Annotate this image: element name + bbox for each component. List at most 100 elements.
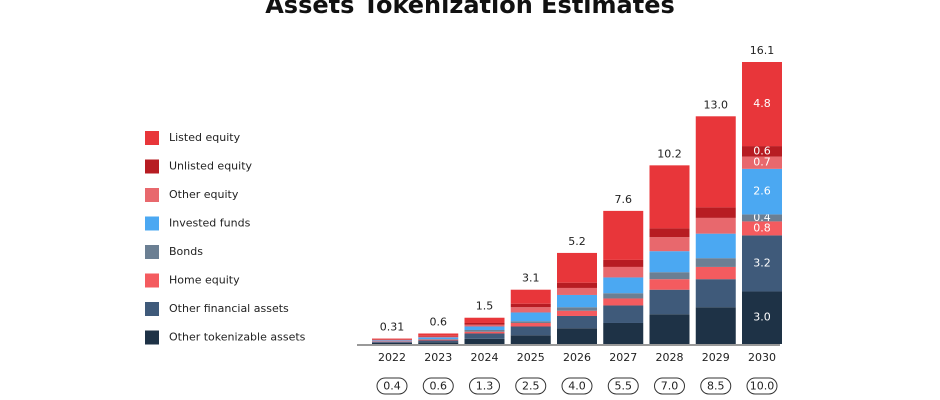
bar-segment bbox=[603, 210, 644, 260]
total-label: 7.6 bbox=[615, 193, 633, 206]
legend-swatch bbox=[145, 216, 159, 231]
bar-segment bbox=[464, 317, 505, 323]
bar-segment bbox=[742, 235, 782, 292]
total-label: 0.6 bbox=[430, 315, 448, 328]
bar-segment bbox=[557, 287, 597, 295]
secondary-label: 8.5 bbox=[707, 380, 725, 393]
x-tick-label: 2027 bbox=[609, 351, 637, 364]
legend-label: Other tokenizable assets bbox=[169, 331, 306, 344]
bar-segment bbox=[742, 221, 782, 236]
bar-segment bbox=[372, 342, 412, 343]
secondary-label: 5.5 bbox=[615, 380, 633, 393]
x-tick-label: 2024 bbox=[471, 351, 499, 364]
bar-segment bbox=[695, 233, 736, 259]
bar-segment bbox=[372, 340, 412, 342]
segment-label: 3.0 bbox=[753, 311, 771, 324]
legend-swatch bbox=[145, 159, 159, 174]
legend-swatch bbox=[145, 273, 159, 288]
secondary-label: 0.4 bbox=[383, 380, 401, 393]
bar-segment bbox=[418, 340, 459, 343]
secondary-label: 0.6 bbox=[430, 380, 448, 393]
pill bbox=[654, 377, 685, 395]
legend-swatch bbox=[145, 302, 159, 316]
bar-segment bbox=[603, 305, 644, 323]
total-label: 0.31 bbox=[380, 321, 405, 334]
bar-segment bbox=[695, 266, 736, 280]
bar-segment bbox=[464, 338, 505, 344]
pill bbox=[469, 377, 500, 395]
bar-segment bbox=[510, 335, 551, 344]
bar-segment bbox=[742, 291, 782, 344]
bar-segment bbox=[649, 251, 690, 273]
pill bbox=[607, 377, 639, 395]
legend-label: Listed equity bbox=[169, 131, 241, 144]
bar-segment bbox=[742, 62, 782, 147]
bar-segment bbox=[464, 322, 505, 325]
x-tick-label: 2023 bbox=[424, 351, 452, 364]
bar-segment bbox=[603, 293, 644, 299]
x-tick-label: 2028 bbox=[656, 351, 684, 364]
bar-segment bbox=[557, 315, 597, 329]
pill bbox=[746, 377, 778, 395]
bar-segment bbox=[557, 307, 597, 311]
pill bbox=[376, 377, 408, 395]
bar-segment bbox=[603, 322, 644, 344]
bar-segment bbox=[557, 310, 597, 316]
legend-swatch bbox=[145, 188, 159, 202]
bar-segment bbox=[649, 237, 690, 252]
x-tick-label: 2026 bbox=[563, 351, 591, 364]
bar-segment bbox=[418, 333, 459, 336]
bar-segment bbox=[557, 252, 597, 283]
bar-segment bbox=[464, 326, 505, 330]
bar-segment bbox=[603, 277, 644, 294]
bar-segment bbox=[695, 279, 736, 308]
legend-swatch bbox=[145, 131, 159, 145]
bar-segment bbox=[695, 258, 736, 267]
segment-label: 0.6 bbox=[753, 144, 771, 157]
bar-segment bbox=[649, 272, 690, 280]
bar-segment bbox=[510, 303, 551, 308]
bar-segment bbox=[695, 217, 736, 234]
bar-segment bbox=[603, 298, 644, 306]
bar-segment bbox=[510, 307, 551, 313]
bar-segment bbox=[418, 339, 459, 341]
segment-label: 0.7 bbox=[753, 156, 771, 169]
bar-segment bbox=[649, 279, 690, 290]
bar-segment bbox=[372, 338, 412, 340]
bar-segment bbox=[510, 321, 551, 323]
bar-segment bbox=[742, 214, 782, 222]
total-label: 3.1 bbox=[522, 272, 540, 285]
bar-segment bbox=[418, 335, 459, 337]
x-tick-label: 2030 bbox=[748, 351, 776, 364]
total-label: 13.0 bbox=[704, 98, 729, 111]
total-label: 5.2 bbox=[568, 235, 586, 248]
bar-segment bbox=[464, 329, 505, 332]
chart-title: Assets Tokenization Estimates bbox=[265, 0, 675, 19]
legend-swatch bbox=[145, 245, 159, 259]
bar-segment bbox=[695, 116, 736, 208]
bar-segment bbox=[742, 168, 782, 215]
segment-label: 0.8 bbox=[753, 221, 771, 234]
bar-segment bbox=[603, 266, 644, 278]
bar-segment bbox=[557, 282, 597, 288]
bar-segment bbox=[372, 342, 412, 344]
bar-segment bbox=[464, 324, 505, 327]
pill bbox=[700, 377, 732, 395]
bar-segment bbox=[464, 331, 505, 334]
bar-segment bbox=[557, 294, 597, 308]
secondary-label: 10.0 bbox=[750, 380, 775, 393]
bar-segment bbox=[418, 336, 459, 338]
bar-segment bbox=[372, 341, 412, 343]
secondary-label: 4.0 bbox=[568, 380, 586, 393]
bar-segment bbox=[742, 156, 782, 169]
pill bbox=[422, 377, 454, 395]
bar-segment bbox=[510, 326, 551, 336]
bar-segment bbox=[649, 228, 690, 238]
legend-label: Unlisted equity bbox=[169, 160, 253, 173]
legend-label: Other financial assets bbox=[169, 302, 289, 315]
bar-segment bbox=[649, 165, 690, 229]
segment-label: 2.6 bbox=[753, 185, 771, 198]
pill bbox=[561, 377, 593, 395]
pill bbox=[515, 377, 547, 395]
